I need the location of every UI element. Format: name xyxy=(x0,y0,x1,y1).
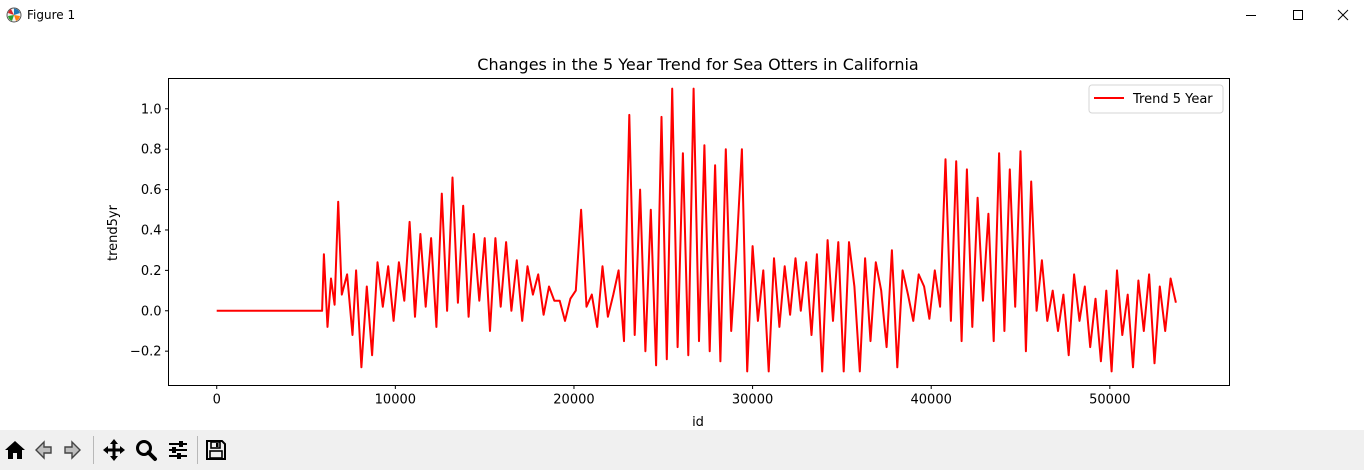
title-bar: Figure 1 xyxy=(0,0,1364,30)
zoom-button[interactable] xyxy=(131,435,161,465)
window-title: Figure 1 xyxy=(27,8,76,22)
pan-button[interactable] xyxy=(99,435,129,465)
maximize-icon xyxy=(1293,10,1303,20)
x-axis-label: id xyxy=(692,415,704,430)
figure-canvas[interactable]: Changes in the 5 Year Trend for Sea Otte… xyxy=(0,30,1364,430)
toolbar-separator xyxy=(197,436,198,464)
maximize-button[interactable] xyxy=(1275,0,1321,30)
x-tick-label: 30000 xyxy=(732,393,773,408)
y-axis-label: trend5yr xyxy=(106,204,121,261)
save-button[interactable] xyxy=(201,435,231,465)
forward-icon xyxy=(64,440,81,460)
back-icon xyxy=(35,440,52,460)
legend-label: Trend 5 Year xyxy=(1132,92,1213,107)
toolbar-separator xyxy=(93,436,94,464)
navigation-toolbar xyxy=(0,430,1364,470)
x-tick-label: 20000 xyxy=(553,393,594,408)
axes-frame xyxy=(168,78,1230,386)
save-icon xyxy=(206,440,226,460)
home-icon xyxy=(5,441,25,459)
chart-title: Changes in the 5 Year Trend for Sea Otte… xyxy=(477,55,918,74)
configure-subplots-button[interactable] xyxy=(163,435,193,465)
forward-button[interactable] xyxy=(58,435,88,465)
matplotlib-icon xyxy=(6,7,22,23)
y-tick-label: 0.2 xyxy=(141,264,162,279)
y-tick-label: 1.0 xyxy=(141,102,162,117)
configure-subplots-icon xyxy=(169,441,187,459)
minimize-button[interactable] xyxy=(1228,0,1274,30)
y-tick-label: −0.2 xyxy=(130,345,162,360)
x-tick-label: 40000 xyxy=(911,393,952,408)
back-button[interactable] xyxy=(28,435,58,465)
x-tick-label: 50000 xyxy=(1089,393,1130,408)
axis-ticks: 0 10000 20000 30000 40000 50000 −0.2 0.0 0.2 0.4 0… xyxy=(130,102,1131,407)
y-tick-label: 0.6 xyxy=(141,183,162,198)
minimize-icon xyxy=(1246,15,1256,16)
x-tick-label: 0 xyxy=(213,393,221,408)
plot-area xyxy=(168,78,1230,386)
series-line-trend-5-year xyxy=(216,87,1177,373)
pan-icon xyxy=(103,439,125,461)
close-icon xyxy=(1337,9,1349,21)
y-tick-label: 0.0 xyxy=(141,304,162,319)
y-tick-label: 0.4 xyxy=(141,223,162,238)
legend: Trend 5 Year xyxy=(1088,84,1224,114)
legend-box xyxy=(1088,84,1224,114)
series-layer xyxy=(216,87,1177,373)
home-button[interactable] xyxy=(0,435,30,465)
x-tick-label: 10000 xyxy=(375,393,416,408)
zoom-icon xyxy=(136,440,157,461)
close-button[interactable] xyxy=(1320,0,1364,30)
y-tick-label: 0.8 xyxy=(141,143,162,158)
